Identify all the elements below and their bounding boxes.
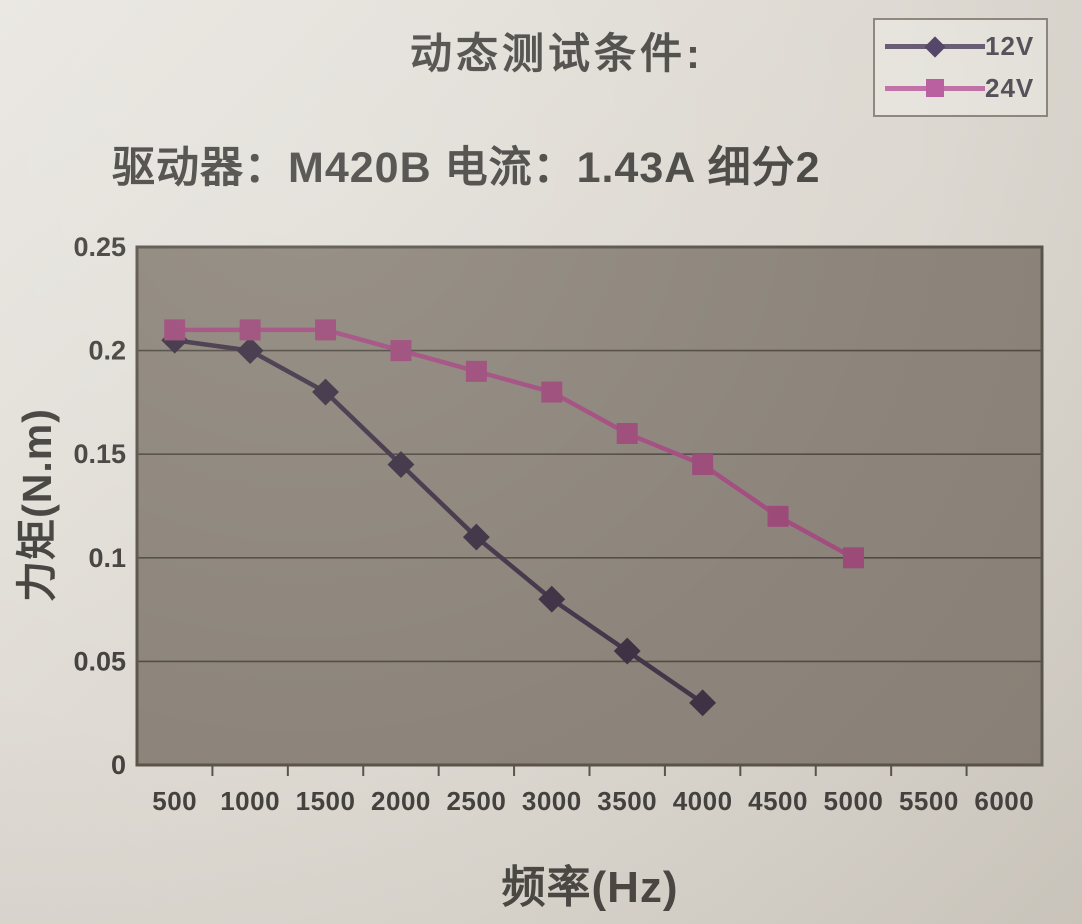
data-point-square-24v — [164, 319, 186, 341]
x-tick-label: 3000 — [522, 786, 582, 816]
chart-title: 动态测试条件: — [410, 30, 704, 77]
x-tick-label: 3500 — [597, 786, 657, 816]
x-tick-label: 2000 — [371, 786, 431, 816]
data-point-square-24v — [239, 319, 261, 341]
x-tick-label: 4500 — [748, 786, 808, 816]
x-axis-label: 频率(Hz) — [501, 863, 679, 912]
legend-swatch-12v — [885, 36, 985, 58]
x-tick-label: 1000 — [220, 786, 280, 816]
data-point-diamond-12v — [538, 585, 566, 613]
legend: 12V 24V — [873, 18, 1048, 117]
y-tick-label: 0.15 — [73, 439, 126, 469]
series-line-24v — [172, 327, 856, 561]
x-tick-label: 1500 — [296, 786, 356, 816]
data-point-square-24v — [315, 319, 337, 341]
square-marker-icon — [926, 79, 944, 98]
data-point-diamond-12v — [689, 689, 717, 717]
y-tick-label: 0.1 — [88, 543, 126, 573]
legend-item-12v: 12V — [885, 31, 1034, 62]
plot-area — [137, 247, 1042, 765]
data-point-diamond-12v — [613, 637, 641, 665]
x-tick-label: 4000 — [673, 786, 733, 816]
y-tick-label: 0.25 — [73, 232, 126, 262]
y-tick-label: 0.05 — [73, 646, 126, 676]
x-tick-label: 2500 — [446, 786, 506, 816]
data-point-square-24v — [465, 360, 487, 382]
legend-swatch-24v — [885, 79, 985, 98]
legend-item-24v: 24V — [885, 73, 1034, 104]
legend-label-24v: 24V — [985, 72, 1035, 103]
data-point-square-24v — [390, 340, 412, 362]
data-point-square-24v — [767, 505, 789, 527]
x-tick-label: 5500 — [899, 786, 959, 816]
plot-border — [135, 245, 1044, 767]
data-point-square-24v — [692, 454, 714, 476]
x-tick-label: 5000 — [824, 786, 884, 816]
series-line-12v — [172, 337, 705, 706]
x-tick-label: 500 — [152, 786, 197, 816]
data-point-square-24v — [616, 422, 638, 444]
data-point-square-24v — [541, 381, 563, 403]
x-tick-label: 6000 — [974, 786, 1034, 816]
test-conditions-text: 驱动器：M420B 电流：1.43A 细分2 — [112, 144, 821, 192]
data-point-square-24v — [842, 547, 864, 569]
y-tick-label: 0 — [111, 750, 126, 780]
y-tick-label: 0.2 — [88, 336, 126, 366]
legend-label-12v: 12V — [985, 31, 1035, 62]
